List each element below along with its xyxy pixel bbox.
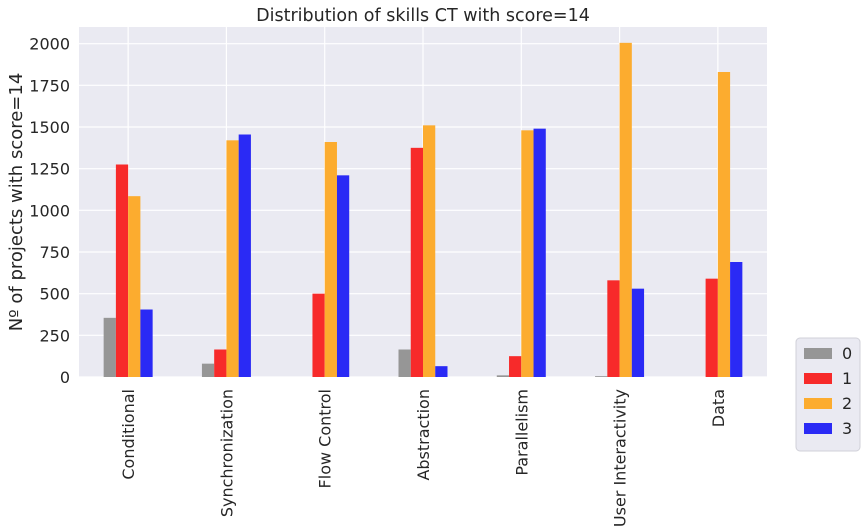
bar-synchronization-series-0 — [201, 363, 215, 377]
x-tick-label: Conditional — [119, 389, 138, 480]
x-tick-label: User Interactivity — [611, 389, 630, 526]
y-tick-labels: 0 250 500 750 1000 1250 1500 1750 2000 — [29, 35, 70, 387]
bar-parallelism-series-1 — [509, 356, 522, 377]
chart-title: Distribution of skills CT with score=14 — [256, 6, 590, 26]
y-tick-label: 1500 — [29, 118, 70, 137]
legend-swatch — [804, 423, 832, 434]
legend-box — [795, 337, 861, 452]
y-tick-label: 1750 — [29, 76, 70, 95]
bar-conditional-series-3 — [140, 309, 153, 377]
bar-conditional-series-1 — [115, 164, 129, 377]
bar-user-interactivity-series-0 — [595, 376, 608, 377]
bar-flow-control-series-1 — [312, 293, 325, 377]
y-axis-title: Nº of projects with score=14 — [6, 73, 27, 332]
legend-swatch — [804, 398, 832, 409]
legend-label: 2 — [842, 394, 852, 413]
legend-label: 0 — [842, 344, 852, 363]
bar-abstraction-series-2 — [423, 125, 436, 377]
x-tick-label: Flow Control — [316, 389, 335, 488]
x-tick-labels: Conditional Synchronization Flow Control Ab… — [119, 389, 728, 526]
bar-data-series-1 — [705, 278, 718, 377]
bar-conditional-series-2 — [128, 196, 141, 377]
legend-swatch — [804, 373, 832, 384]
bar-parallelism-series-3 — [533, 128, 546, 377]
bar-flow-control-series-3 — [336, 175, 350, 377]
legend: 0 1 2 3 — [795, 337, 861, 452]
bar-abstraction-series-0 — [398, 349, 411, 377]
bar-parallelism-series-2 — [521, 130, 534, 377]
bar-flow-control-series-2 — [324, 142, 337, 377]
x-tick-label: Synchronization — [217, 389, 236, 517]
bar-user-interactivity-series-1 — [607, 280, 620, 377]
y-tick-label: 0 — [60, 368, 70, 387]
bar-data-series-3 — [730, 262, 743, 377]
y-tick-label: 1000 — [29, 201, 70, 220]
bar-data-series-2 — [717, 72, 731, 377]
x-tick-label: Abstraction — [414, 389, 433, 481]
bar-user-interactivity-series-3 — [631, 288, 645, 377]
bars — [103, 42, 743, 377]
bar-user-interactivity-series-2 — [619, 42, 632, 377]
bar-synchronization-series-3 — [238, 134, 251, 377]
bar-abstraction-series-1 — [410, 147, 423, 377]
y-tick-label: 500 — [39, 285, 70, 304]
legend-label: 3 — [842, 419, 852, 438]
y-tick-label: 250 — [39, 326, 70, 345]
legend-label: 1 — [842, 369, 852, 388]
bar-abstraction-series-3 — [435, 366, 448, 377]
y-tick-label: 2000 — [29, 35, 70, 54]
bar-synchronization-series-2 — [226, 140, 239, 377]
bar-parallelism-series-0 — [496, 375, 510, 377]
bar-conditional-series-0 — [103, 317, 116, 377]
x-tick-label: Parallelism — [512, 389, 531, 476]
bar-synchronization-series-1 — [214, 349, 227, 377]
y-tick-label: 1250 — [29, 160, 70, 179]
y-tick-label: 750 — [39, 243, 70, 262]
x-tick-label: Data — [709, 389, 728, 427]
legend-swatch — [804, 348, 832, 359]
